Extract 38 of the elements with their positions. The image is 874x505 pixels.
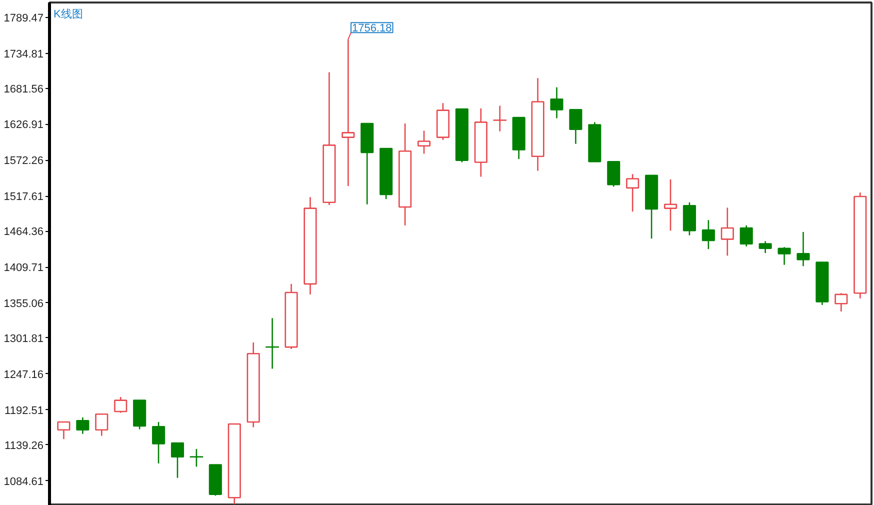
candlestick — [189, 448, 204, 468]
y-tick-label: 1464.36 — [4, 226, 44, 238]
y-tick-label: 1626.91 — [4, 119, 44, 132]
candlestick — [569, 109, 582, 145]
y-tick-label: 1301.81 — [4, 332, 44, 345]
annotation: 1756.18 — [352, 22, 392, 35]
y-tick-label: 1139.26 — [4, 440, 44, 452]
candlestick — [170, 442, 184, 479]
y-tick-label: 1355.06 — [4, 298, 44, 310]
candlestick — [550, 86, 564, 119]
candlestick — [740, 224, 753, 248]
candlestick — [417, 130, 431, 154]
candlestick — [152, 421, 166, 464]
candlestick — [626, 173, 640, 212]
candlestick — [702, 219, 715, 250]
candlestick — [114, 396, 128, 414]
text: K线图 — [54, 8, 83, 20]
y-tick-label: 1789.47 — [4, 12, 44, 24]
candlestick — [76, 416, 90, 434]
candlestick — [778, 246, 791, 266]
candlestick — [664, 178, 678, 232]
candlestick — [57, 421, 70, 440]
candlestick — [492, 105, 508, 132]
candlestick — [607, 160, 620, 188]
y-tick-label: 1734.81 — [4, 48, 44, 60]
y-tick-label: 1681.56 — [4, 83, 44, 96]
candlestick — [95, 413, 108, 436]
y-tick-label: 1409.71 — [4, 262, 44, 274]
y-tick-label: 1192.51 — [4, 404, 44, 417]
y-tick-label: 1247.16 — [4, 368, 44, 381]
y-tick-label: 1084.61 — [4, 476, 44, 488]
y-tick-label: 1572.26 — [4, 155, 44, 168]
candlestick — [758, 240, 772, 254]
candlestick — [720, 206, 734, 256]
candlestick — [265, 317, 280, 370]
y-tick-label: 1517.61 — [4, 191, 44, 204]
candlestick — [834, 292, 848, 312]
candlestick — [796, 231, 810, 267]
